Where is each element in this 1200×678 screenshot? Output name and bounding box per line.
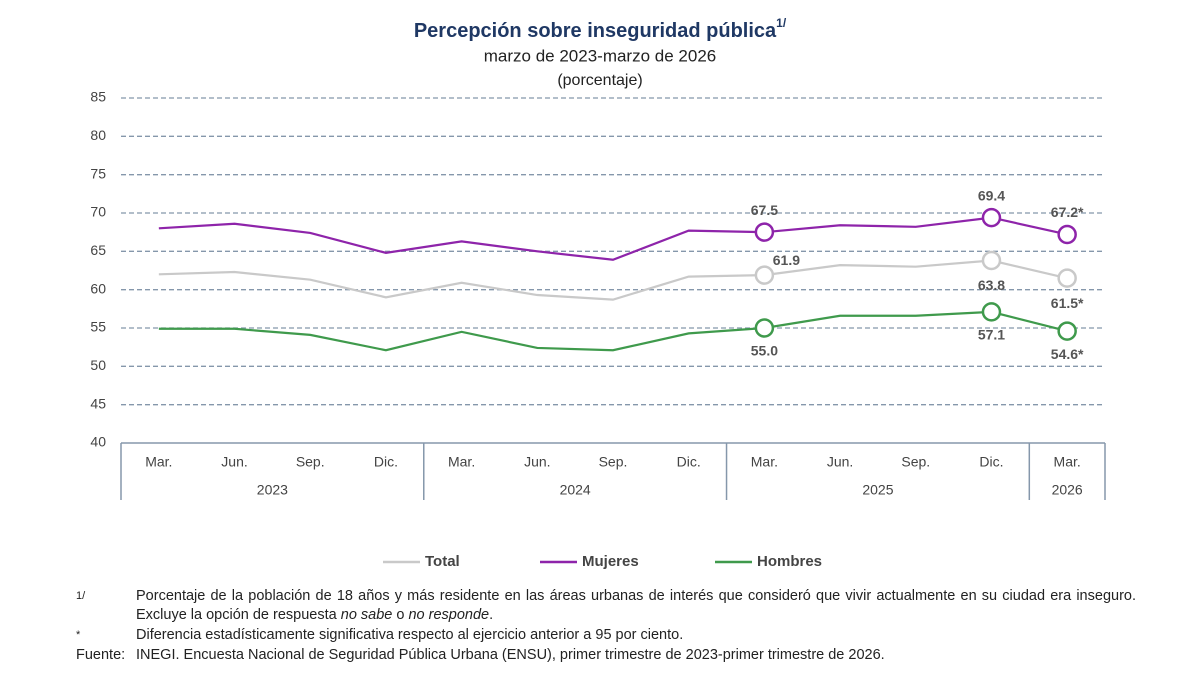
legend-label: Hombres: [757, 553, 822, 570]
x-tick-label: Jun.: [221, 454, 247, 470]
data-label: 57.1: [978, 327, 1005, 343]
footnote-mark: *: [76, 629, 81, 641]
x-tick-label: Dic.: [677, 454, 701, 470]
x-group-label: 2026: [1052, 482, 1083, 498]
x-tick-label: Sep.: [599, 454, 628, 470]
y-tick-label: 50: [90, 357, 106, 373]
source-label: Fuente:: [76, 647, 126, 663]
series-line: [158, 259, 1068, 301]
y-tick-label: 85: [90, 89, 106, 105]
y-tick-label: 45: [90, 395, 106, 411]
footnote-part: o: [392, 607, 409, 623]
x-tick-label: Jun.: [827, 454, 853, 470]
footnote-text: Porcentaje de la población de 18 años y …: [136, 587, 1136, 625]
x-tick-label: Mar.: [1054, 454, 1081, 470]
point-marker: [1057, 224, 1077, 245]
data-label: 61.5*: [1051, 295, 1084, 311]
footnote: 1/Porcentaje de la población de 18 años …: [76, 587, 1136, 625]
point-marker: [981, 302, 1002, 322]
legend-label: Mujeres: [582, 553, 639, 570]
x-tick-label: Dic.: [979, 454, 1003, 470]
data-label: 54.6*: [1051, 346, 1084, 362]
point-marker: [1057, 268, 1077, 288]
x-tick-label: Sep.: [901, 454, 930, 470]
footnote-mark: 1/: [76, 590, 86, 602]
y-tick-label: 60: [90, 280, 106, 296]
data-label: 67.2*: [1051, 204, 1084, 220]
chart-subtitle: marzo de 2023-marzo de 2026: [484, 46, 716, 65]
source: Fuente: INEGI. Encuesta Nacional de Segur…: [76, 646, 1136, 665]
title-text: Percepción sobre inseguridad pública: [414, 20, 777, 42]
x-tick-label: Mar.: [448, 454, 475, 470]
x-tick-label: Mar.: [751, 454, 778, 470]
footnote-text: Diferencia estadísticamente significativ…: [136, 626, 1136, 645]
title-note: 1/: [776, 16, 787, 30]
point-marker: [754, 318, 775, 338]
point-marker: [1057, 321, 1077, 341]
x-group-label: 2023: [257, 482, 288, 498]
footnote-part: Porcentaje de la población de 18 años y …: [136, 588, 1136, 623]
x-group-label: 2025: [862, 482, 893, 498]
footnote: * Diferencia estadísticamente significati…: [76, 626, 1136, 645]
data-label: 55.0: [751, 343, 778, 359]
x-tick-label: Sep.: [296, 454, 325, 470]
x-tick-label: Dic.: [374, 454, 398, 470]
point-marker: [754, 222, 775, 242]
legend-label: Total: [425, 553, 460, 570]
x-group-label: 2024: [560, 482, 591, 498]
source-text: INEGI. Encuesta Nacional de Seguridad Pú…: [136, 647, 885, 663]
data-label: 63.8: [978, 277, 1005, 293]
footnote-part: Diferencia estadísticamente significativ…: [136, 627, 684, 643]
point-marker: [981, 207, 1002, 228]
data-label: 69.4: [978, 187, 1005, 203]
chart: Percepción sobre inseguridad pública1/ m…: [90, 16, 1106, 570]
x-tick-label: Mar.: [145, 454, 172, 470]
y-axis-label: (porcentaje): [557, 72, 642, 89]
series-line: [158, 310, 1068, 352]
data-label: 67.5: [751, 202, 778, 218]
y-tick-label: 70: [90, 204, 106, 220]
y-tick-label: 65: [90, 242, 106, 258]
footnote-part: .: [489, 607, 494, 623]
y-tick-label: 75: [90, 165, 106, 181]
chart-title: Percepción sobre inseguridad pública1/: [414, 16, 787, 42]
x-tick-label: Jun.: [524, 454, 550, 470]
footnote-part: no responde: [408, 607, 490, 623]
point-marker: [754, 265, 775, 285]
y-tick-label: 55: [90, 319, 106, 335]
y-tick-label: 80: [90, 127, 106, 143]
point-marker: [981, 250, 1002, 271]
footnote-part: no sabe: [340, 607, 393, 623]
data-label: 61.9: [773, 252, 800, 268]
series-line: [158, 216, 1068, 261]
y-tick-label: 40: [90, 434, 106, 450]
